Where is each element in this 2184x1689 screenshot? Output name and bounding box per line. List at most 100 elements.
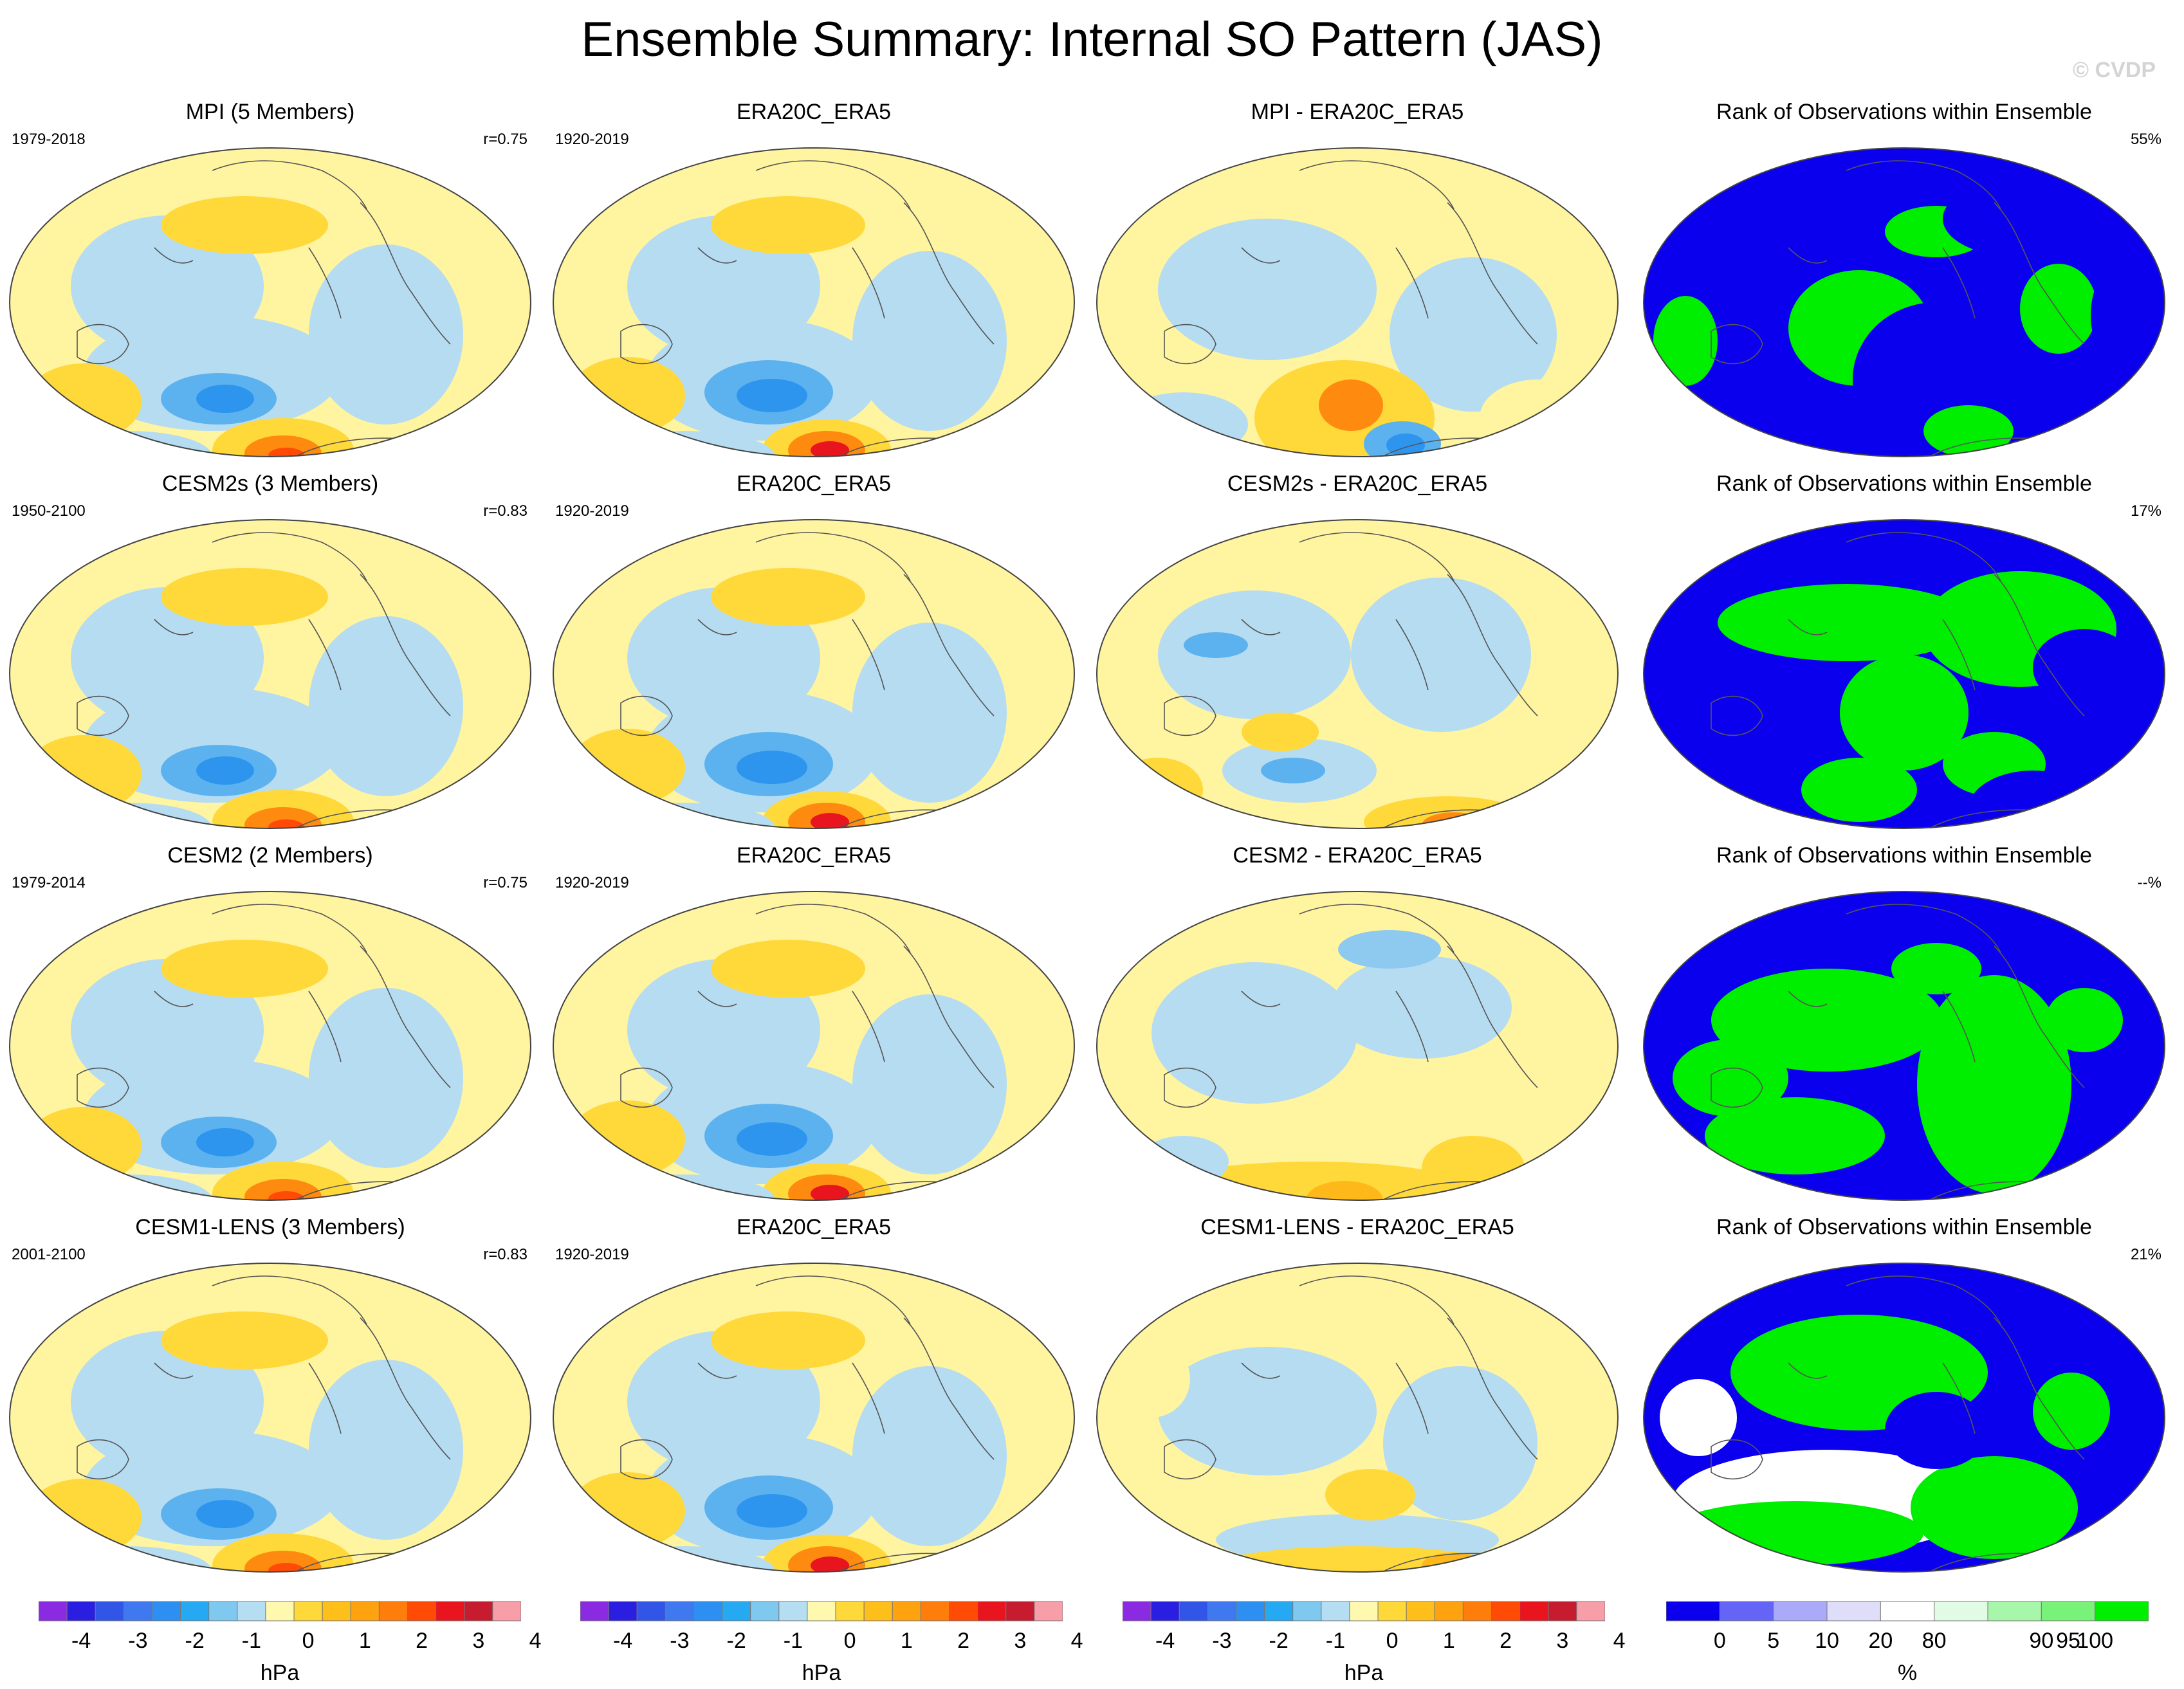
southern-low-rank (1801, 428, 1891, 457)
amundsen-high-core (268, 819, 304, 828)
stat-label: r=0.75 (483, 131, 528, 148)
colorbar-swatch (1235, 1601, 1265, 1621)
south-pacific-negative-region (84, 1430, 341, 1546)
colorbar-swatch (208, 1601, 238, 1621)
colorbar-swatch (322, 1601, 351, 1621)
coastline (1299, 160, 1454, 210)
stat-label: r=0.83 (483, 502, 528, 520)
panel-title: CESM1-LENS - ERA20C_ERA5 (1200, 1215, 1514, 1239)
map-border (9, 1263, 531, 1573)
arctic-positive-region (711, 1311, 865, 1369)
panel-title: Rank of Observations within Ensemble (1716, 843, 2092, 868)
diff-map-panel: CESM2 - ERA20C_ERA5 (1087, 843, 1628, 1203)
south-pacific-core-low (196, 1128, 254, 1156)
atlantic-negative-region (1351, 578, 1531, 732)
coastline (1788, 247, 1828, 264)
australia-positive-region (1113, 758, 1203, 822)
coastline (1241, 991, 1281, 1007)
colorbar-tick-label: 3 (472, 1629, 485, 1653)
coastline (1846, 1275, 2001, 1325)
coastline (1994, 945, 2085, 1088)
colorbar-tick-label: 0 (302, 1629, 315, 1653)
colorbar-swatch (1880, 1601, 1935, 1621)
atlantic-high-rank (2020, 264, 2097, 354)
colorbar-swatch (1207, 1601, 1236, 1621)
south-pacific-low (1261, 758, 1325, 783)
colorbar-tick-label: 2 (957, 1629, 970, 1653)
stat-label: --% (2137, 874, 2161, 891)
southern-high-east (1306, 1181, 1383, 1200)
south-pacific-negative-region (84, 687, 341, 803)
colorbar-tick-label: 0 (843, 1629, 856, 1653)
central-low-rank (1885, 1392, 1988, 1469)
atlantic-positive-region (1480, 379, 1595, 457)
colorbar-tick-label: 10 (1815, 1629, 1839, 1653)
colorbar-tick-label: 0 (1386, 1629, 1399, 1653)
coastline (1788, 1362, 1828, 1379)
map-plot (1096, 519, 1619, 829)
colorbar-swatch (237, 1601, 266, 1621)
colorbar-swatch (39, 1601, 68, 1621)
colorbar-tick-label: -4 (71, 1629, 91, 1653)
colorbar-swatch (1264, 1601, 1294, 1621)
southern-high-rank (1923, 405, 2014, 457)
coastline (755, 1275, 911, 1325)
coastline (697, 1362, 737, 1379)
colorbar-swatch (580, 1601, 609, 1621)
map-plot (9, 891, 531, 1201)
obs-map-panel: ERA20C_ERA5 1920-2019 (544, 100, 1084, 460)
colorbar-swatch (1462, 1601, 1492, 1621)
panel-title: CESM2s (3 Members) (161, 471, 379, 496)
hpa-colorbar: -4 -3 -2 -1 0 1 2 3 4 hPa (1123, 1599, 1626, 1689)
coastline (154, 619, 194, 635)
coastline (852, 247, 885, 319)
period-label: 1920-2019 (555, 131, 629, 148)
coastline (620, 695, 673, 736)
south-pacific-core-low (737, 1122, 807, 1156)
colorbar-tick-label: -2 (726, 1629, 746, 1653)
coastline (620, 324, 673, 365)
coastline (1395, 247, 1429, 319)
coastline (154, 991, 194, 1007)
arctic-positive-region (161, 568, 328, 626)
diff-map-panel: CESM2s - ERA20C_ERA5 (1087, 471, 1628, 832)
coastline (77, 695, 129, 736)
east-high-rank (2046, 988, 2123, 1052)
obs-map-panel: ERA20C_ERA5 1920-2019 (544, 471, 1084, 832)
south-pacific-core-low (737, 751, 807, 784)
panel-title: CESM2 - ERA20C_ERA5 (1233, 843, 1482, 868)
map-plot (553, 891, 1075, 1201)
colorbar-tick-label: -1 (1325, 1629, 1345, 1653)
colorbar-swatch (665, 1601, 694, 1621)
coastline (1299, 532, 1454, 581)
coastline (1447, 1317, 1538, 1460)
colorbar-tick-label: 80 (1922, 1629, 1947, 1653)
east-high-rank (2033, 1373, 2110, 1450)
coastline (755, 904, 911, 953)
coastline (308, 991, 342, 1063)
colorbar-swatch (1005, 1601, 1035, 1621)
colorbar-swatch (608, 1601, 638, 1621)
panel-title: ERA20C_ERA5 (736, 100, 891, 124)
coastline (154, 1362, 194, 1379)
stat-label: r=0.75 (483, 874, 528, 891)
colorbar-swatch (180, 1601, 210, 1621)
arctic-negative-core (1338, 930, 1441, 969)
map-plot (1643, 147, 2165, 457)
model-map-panel: CESM1-LENS (3 Members) 2001-2100 r=0.83 (0, 1215, 540, 1575)
coastline (852, 1362, 885, 1434)
stat-label: 21% (2130, 1246, 2161, 1263)
colorbar-tick-label: -4 (613, 1629, 633, 1653)
pacific-negative-region (1158, 1347, 1377, 1475)
coastline (77, 324, 129, 365)
colorbar-swatch (949, 1601, 978, 1621)
atlantic-negative-region (309, 616, 463, 796)
coastline (360, 1317, 451, 1460)
hpa-colorbar: -4 -3 -2 -1 0 1 2 3 4 hPa (580, 1599, 1083, 1689)
colorbar-tick-label: 4 (529, 1629, 542, 1653)
page-title: Ensemble Summary: Internal SO Pattern (J… (581, 12, 1603, 67)
coastline (903, 945, 995, 1088)
colorbar-tick-label: 3 (1014, 1629, 1027, 1653)
coastline (1164, 1439, 1216, 1480)
colorbar-swatch (807, 1601, 836, 1621)
